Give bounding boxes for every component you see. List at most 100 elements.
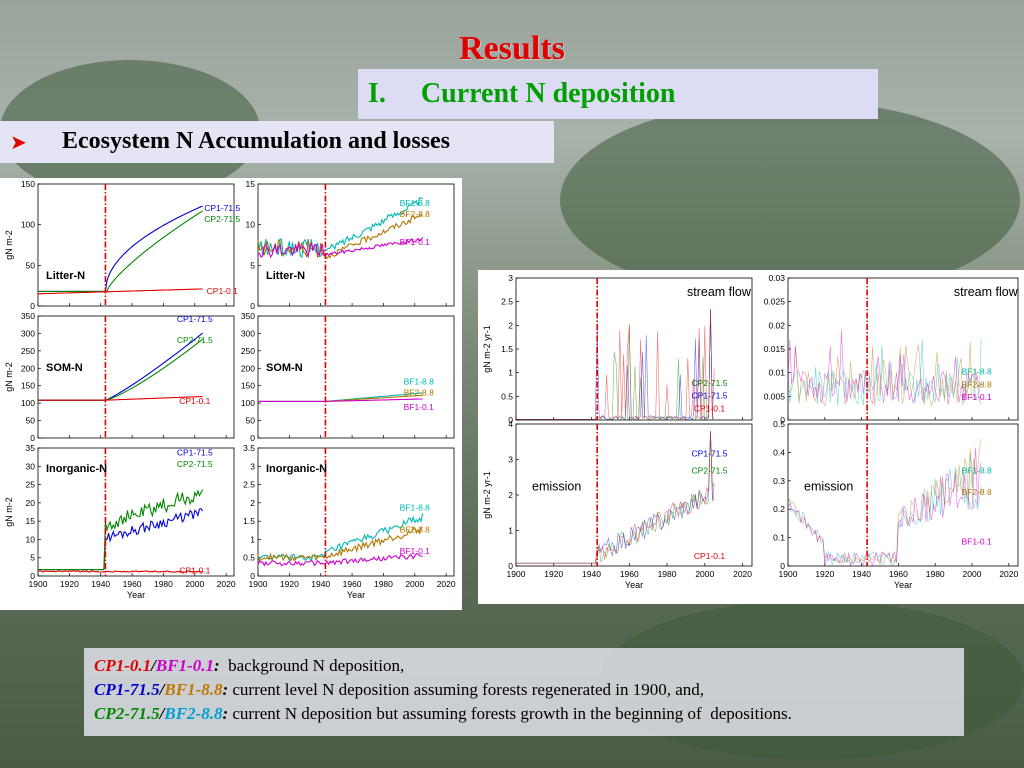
- panel-label: stream flow: [687, 285, 752, 299]
- series-label: BF1-0.1: [961, 537, 992, 547]
- panel-label: Inorganic-N: [46, 463, 107, 475]
- panel-label: SOM-N: [46, 362, 83, 374]
- series-line: [787, 453, 982, 566]
- x-tick-label: 1980: [374, 579, 393, 589]
- x-tick-label: 1920: [60, 579, 79, 589]
- series-label: CP1-71.5: [177, 448, 213, 458]
- y-axis-label: gN m-2: [4, 497, 14, 527]
- y-tick-label: 50: [26, 416, 36, 426]
- x-axis-label: Year: [894, 580, 912, 590]
- y-tick-label: 0.3: [773, 476, 785, 486]
- y-tick-label: 4: [508, 419, 513, 429]
- y-tick-label: 150: [21, 381, 35, 391]
- series-label: CP2-71.5: [692, 466, 728, 476]
- x-tick-label: 1960: [343, 579, 362, 589]
- x-tick-label: 1900: [507, 569, 526, 579]
- panel-label: stream flow: [954, 285, 1019, 299]
- y-tick-label: 3: [250, 461, 255, 471]
- series-label: BF1-8.8: [400, 503, 431, 513]
- series-label: BF2-8.8: [961, 379, 992, 389]
- y-tick-label: 250: [241, 346, 255, 356]
- legend-line-2: CP1-71.5/BF1-8.8: current level N deposi…: [94, 680, 704, 700]
- y-tick-label: 1: [508, 526, 513, 536]
- legend-line-1: CP1-0.1/BF1-0.1: background N deposition…: [94, 656, 404, 676]
- legend-colon: :: [222, 704, 229, 723]
- y-tick-label: 50: [26, 260, 36, 270]
- plot-frame: [37, 183, 235, 307]
- y-tick-label: 200: [241, 363, 255, 373]
- series-label: BF1-8.8: [961, 367, 992, 377]
- series-label: BF2-8.8: [961, 487, 992, 497]
- series-line: [516, 431, 715, 564]
- y-tick-label: 0.5: [243, 553, 255, 563]
- x-tick-label: 1940: [582, 569, 601, 579]
- panel-label: Litter-N: [266, 270, 305, 282]
- series-label: CP2-71.5: [177, 459, 213, 469]
- panel-label: Litter-N: [46, 270, 85, 282]
- y-axis-label: gN m-2 yr-1: [482, 471, 492, 519]
- x-tick-label: 1980: [926, 569, 945, 579]
- chart-10: 0 0.1 0.2 0.3 0.4 0.5 1900 1920 1940 1960 1980 2000…: [773, 419, 1018, 590]
- chart-8: 0 0.005 0.01 0.015 0.02 0.025 0.03 BF1-8.8 BF2-8…: [764, 273, 1019, 425]
- x-tick-label: 1940: [852, 569, 871, 579]
- series-line: [38, 210, 203, 292]
- y-tick-label: 0.1: [773, 533, 785, 543]
- y-tick-label: 300: [241, 328, 255, 338]
- y-tick-label: 0: [30, 433, 35, 443]
- legend-sep: /: [159, 680, 165, 699]
- x-tick-label: 1980: [658, 569, 677, 579]
- y-tick-label: 2: [508, 320, 513, 330]
- series-label: BF1-8.8: [400, 198, 431, 208]
- legend-sep: /: [151, 656, 156, 675]
- series-line: [787, 330, 982, 405]
- slide-title: Results: [459, 30, 565, 67]
- series-line: [787, 447, 982, 567]
- y-tick-label: 0: [780, 561, 785, 571]
- series-line: [787, 341, 982, 407]
- series-label: CP1-71.5: [204, 203, 240, 213]
- y-tick-label: 2: [508, 490, 513, 500]
- y-tick-label: 25: [26, 480, 36, 490]
- chart-7: 0 0.5 1 1.5 2 2.5 3 gN m-2 yr-1 CP2-71.5 CP1-71.5…: [482, 273, 753, 425]
- x-tick-label: 1940: [311, 579, 330, 589]
- y-tick-label: 35: [26, 443, 36, 453]
- series-line: [257, 553, 423, 567]
- y-axis-label: gN m-2 yr-1: [482, 325, 492, 373]
- y-tick-label: 350: [21, 311, 35, 321]
- series-label: CP1-71.5: [692, 391, 728, 401]
- x-tick-label: 2020: [217, 579, 236, 589]
- series-line: [787, 339, 982, 406]
- legend-text: background N deposition,: [219, 656, 405, 675]
- panel-label: emission: [804, 480, 853, 494]
- y-tick-label: 1.5: [243, 516, 255, 526]
- x-tick-label: 1960: [889, 569, 908, 579]
- x-tick-label: 2000: [185, 579, 204, 589]
- slide-subtitle: I. Current N deposition: [368, 78, 676, 109]
- y-tick-label: 3: [508, 455, 513, 465]
- series-line: [38, 395, 203, 401]
- y-tick-label: 0: [30, 571, 35, 581]
- legend-box: [84, 648, 964, 736]
- left-chart-panel: 0 50 100 150 gN m-2 CP1-71.5 CP2-71.5 CP1-0.1 Li…: [0, 178, 462, 610]
- y-tick-label: 50: [246, 416, 256, 426]
- y-tick-label: 350: [241, 311, 255, 321]
- bullet-text: Ecosystem N Accumulation and losses: [62, 128, 451, 154]
- y-tick-label: 0: [250, 433, 255, 443]
- series-label: CP1-0.1: [179, 565, 210, 575]
- x-tick-label: 1900: [779, 569, 798, 579]
- x-tick-label: 2020: [437, 579, 456, 589]
- series-line: [258, 236, 424, 259]
- series-label: CP1-0.1: [694, 551, 725, 561]
- series-line: [257, 197, 423, 259]
- series-label: BF1-0.1: [404, 402, 435, 412]
- series-label: BF1-8.8: [404, 376, 435, 386]
- legend-key-b: BF1-0.1: [155, 656, 214, 675]
- y-tick-label: 20: [26, 498, 36, 508]
- series-label: BF1-8.8: [961, 466, 992, 476]
- series-line: [38, 489, 204, 571]
- series-label: BF2-8.8: [400, 524, 431, 534]
- y-tick-label: 0: [780, 415, 785, 425]
